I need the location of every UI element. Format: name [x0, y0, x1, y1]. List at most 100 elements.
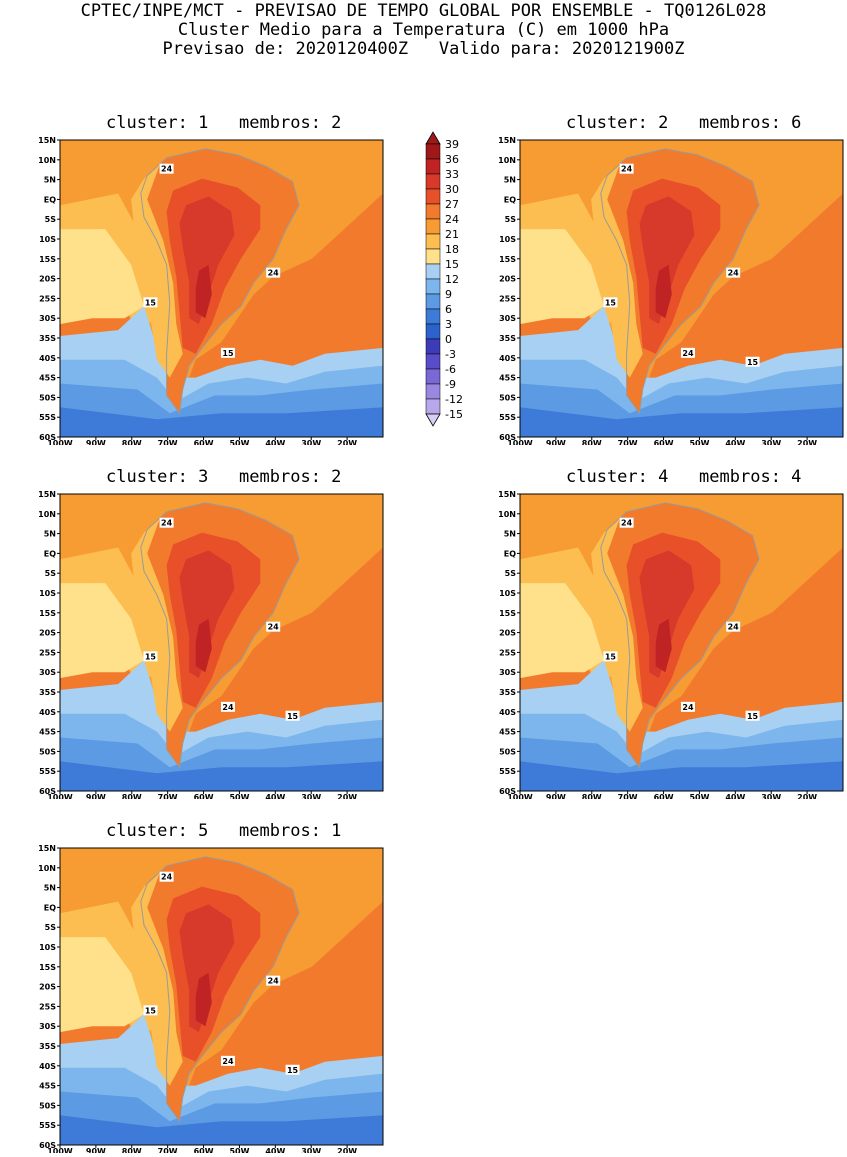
lat-tick-label: 10S [499, 589, 516, 598]
lat-tick-label: 10N [38, 510, 56, 519]
hot-region-33 [639, 550, 695, 679]
lon-tick-label: 40W [265, 793, 285, 799]
colorbar-level-label: 9 [445, 288, 452, 301]
lon-tick-label: 60W [654, 439, 674, 445]
lat-tick-label: 15S [39, 609, 56, 618]
panel-title-cluster-2: cluster: 2 membros: 6 [566, 113, 802, 133]
lat-tick-label: 45S [499, 728, 516, 737]
lon-tick-label: 70W [618, 439, 638, 445]
contour-label-box [745, 710, 760, 721]
lat-tick-label: 40S [499, 354, 516, 363]
lat-tick-label: 5N [504, 176, 516, 185]
contour-label-box [603, 651, 618, 662]
lat-tick-label: 45S [499, 374, 516, 383]
header-subtitle: Cluster Medio para a Temperatura (C) em … [177, 20, 670, 40]
map-frame [59, 493, 384, 792]
contour-label: 15 [747, 358, 759, 367]
lat-tick-label: 5S [505, 569, 517, 578]
lat-tick-label: 10N [498, 510, 516, 519]
colorbar-swatch [425, 308, 441, 325]
lat-tick-label: 35S [39, 688, 56, 697]
hot-region-33 [179, 550, 235, 679]
lon-tick-label: 100W [47, 439, 73, 445]
lat-tick-label: 5N [504, 530, 516, 539]
lat-tick-label: EQ [504, 549, 516, 558]
lat-tick-label: 10N [38, 156, 56, 165]
lat-tick-label: 15S [39, 255, 56, 264]
contour-label: 24 [621, 519, 633, 528]
lon-tick-label: 30W [761, 793, 781, 799]
contour-label-box [143, 1005, 158, 1016]
colorbar-level-label: 33 [445, 168, 459, 181]
lat-tick-label: 25S [39, 1002, 56, 1011]
colorbar-level-label: -6 [445, 363, 456, 376]
lon-tick-label: 30W [761, 439, 781, 445]
colorbar-swatch [425, 368, 441, 385]
lon-tick-label: 100W [47, 1147, 73, 1153]
colorbar-level-label: 6 [445, 303, 452, 316]
lat-tick-label: 5N [44, 884, 56, 893]
map-frame [59, 847, 384, 1146]
lat-tick-label: 55S [39, 767, 56, 776]
colorbar-swatch [425, 203, 441, 220]
lat-tick-label: 10N [38, 864, 56, 873]
colorbar-swatch [425, 383, 441, 400]
colorbar-swatch [425, 248, 441, 265]
lat-tick-label: 50S [499, 747, 516, 756]
lon-tick-label: 30W [301, 439, 321, 445]
lat-tick-label: 35S [499, 688, 516, 697]
map-frame [59, 139, 384, 438]
panel-title-cluster-4: cluster: 4 membros: 4 [566, 467, 802, 487]
colorbar-level-label: 36 [445, 153, 459, 166]
lon-tick-label: 70W [158, 439, 178, 445]
contour-label: 24 [161, 519, 173, 528]
contour-label-box [159, 163, 174, 174]
hot-region-36 [195, 618, 212, 673]
region-18 [60, 583, 144, 679]
colorbar-swatch [425, 218, 441, 235]
lat-tick-label: 40S [39, 1062, 56, 1071]
lat-tick-label: 35S [39, 334, 56, 343]
lat-tick-label: 5S [505, 215, 517, 224]
region-18 [60, 229, 144, 325]
contour-label: 15 [287, 1066, 299, 1075]
map-frame [519, 139, 844, 438]
lat-tick-label: 10S [499, 235, 516, 244]
colorbar-top-arrow [425, 131, 441, 145]
colorbar-swatch [425, 233, 441, 250]
contour-label: 24 [268, 269, 280, 278]
lat-tick-label: 15N [38, 490, 56, 499]
hot-region-33 [179, 904, 235, 1033]
contour-label: 24 [161, 165, 173, 174]
lat-tick-label: EQ [504, 195, 516, 204]
lat-tick-label: 25S [39, 648, 56, 657]
lat-tick-label: 20S [39, 275, 56, 284]
lon-tick-label: 20W [337, 793, 357, 799]
lon-tick-label: 90W [546, 439, 566, 445]
lat-tick-label: 10S [39, 943, 56, 952]
lat-tick-label: 55S [39, 1121, 56, 1130]
lon-tick-label: 20W [797, 793, 817, 799]
lon-tick-label: 100W [507, 793, 533, 799]
colorbar-level-label: 15 [445, 258, 459, 271]
contour-label: 24 [222, 703, 234, 712]
lat-tick-label: 40S [39, 354, 56, 363]
hot-region-36 [655, 618, 672, 673]
lon-tick-label: 50W [229, 439, 249, 445]
lat-tick-label: 25S [39, 294, 56, 303]
map-panel-cluster-2: 15N 10N 5N EQ 5S 10S 15S 20S 25S 30S 35S 40S 45S 50S 5… [498, 136, 844, 445]
panel-title-cluster-1: cluster: 1 membros: 2 [106, 113, 342, 133]
contour-label: 15 [222, 349, 234, 358]
map-panel-cluster-4: 15N 10N 5N EQ 5S 10S 15S 20S 25S 30S 35S 40S 45S 50S 5… [498, 490, 844, 799]
colorbar-level-label: 0 [445, 333, 452, 346]
lon-tick-label: 60W [194, 439, 214, 445]
lon-tick-label: 50W [689, 439, 709, 445]
lat-tick-label: EQ [44, 549, 56, 558]
region-6 [520, 407, 843, 437]
colorbar-bottom-arrow [425, 413, 441, 427]
header-dates: Previsao de: 2020120400Z Valido para: 20… [162, 39, 685, 59]
map-panel-cluster-5: 15N 10N 5N EQ 5S 10S 15S 20S 25S 30S 35S 40S 45S 50S 5… [38, 844, 384, 1153]
contour-label-box [285, 1064, 300, 1075]
lon-tick-label: 70W [158, 1147, 178, 1153]
map-frame [519, 493, 844, 792]
